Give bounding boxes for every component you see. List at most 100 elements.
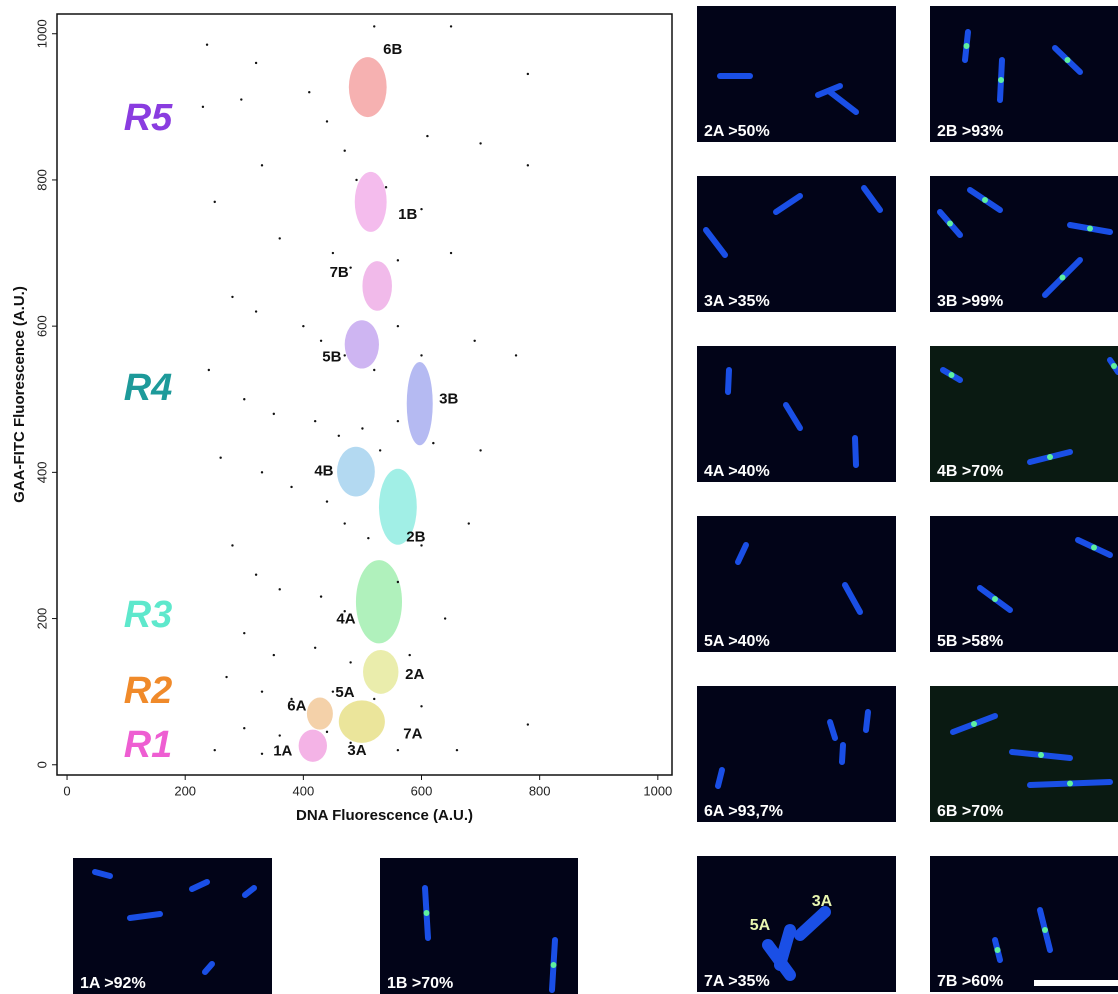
panel-annotation: 5A [750, 917, 771, 934]
gate-label: 2A [405, 666, 424, 683]
chromosome [127, 911, 163, 921]
point [479, 142, 482, 145]
panel-caption: 1A >92% [80, 975, 146, 992]
region-label: R5 [124, 97, 173, 139]
point [455, 748, 459, 752]
point [225, 675, 228, 679]
fitc-signal [947, 220, 953, 227]
fitc-signal [992, 596, 998, 602]
panel-annotation: 3A [812, 893, 833, 910]
micrograph [697, 686, 896, 822]
gate [348, 57, 387, 118]
point [272, 653, 276, 657]
chromosome [735, 542, 749, 565]
chromosome [783, 402, 803, 431]
micrograph [930, 516, 1118, 652]
panel-caption: 6A >93,7% [704, 803, 783, 820]
fitc-signal [1067, 780, 1073, 787]
gate-label: 3B [439, 391, 458, 408]
point [278, 588, 281, 591]
point [254, 61, 258, 65]
point [526, 723, 530, 726]
point [219, 456, 222, 459]
point [240, 98, 243, 101]
chromosome [839, 742, 846, 765]
point [205, 43, 209, 46]
point [331, 690, 335, 693]
y-tick-label: 800 [34, 169, 49, 191]
micrograph [930, 6, 1118, 142]
gate-label: 3A [347, 742, 366, 759]
chromosome [703, 227, 728, 258]
x-tick-label: 600 [411, 783, 433, 798]
gate [406, 361, 433, 446]
gate-label: 1B [398, 206, 417, 223]
gate [355, 560, 403, 644]
point [313, 419, 317, 423]
panel-caption: 5B >58% [937, 633, 1003, 650]
point [254, 310, 258, 313]
fitc-signal [1042, 927, 1048, 933]
point [337, 434, 341, 438]
point [373, 368, 376, 372]
point [343, 354, 346, 357]
point [325, 730, 329, 734]
gate-label: 4B [314, 463, 333, 480]
fitc-signal [1059, 274, 1066, 281]
chromosome [794, 906, 831, 941]
gate [344, 320, 379, 369]
fitc-signal [963, 43, 970, 49]
chromosome [773, 193, 803, 215]
gate [363, 649, 399, 694]
chromosome [242, 885, 257, 898]
point [302, 324, 305, 328]
point [526, 72, 530, 76]
point [243, 631, 246, 635]
point [426, 134, 429, 138]
chromosome [92, 869, 113, 879]
point [514, 354, 518, 357]
x-tick-label: 200 [174, 783, 196, 798]
point [254, 573, 258, 576]
panel-caption: 7A >35% [704, 973, 770, 990]
point [260, 690, 264, 693]
point [331, 251, 335, 255]
point [343, 522, 346, 525]
fitc-signal [971, 721, 977, 727]
point [367, 536, 370, 540]
micrograph [697, 856, 896, 992]
x-tick-label: 1000 [643, 783, 672, 798]
micrograph [930, 856, 1118, 992]
chromosome [725, 367, 732, 395]
chromosome [827, 719, 838, 741]
point [231, 544, 234, 547]
point [243, 727, 246, 730]
fitc-signal [982, 197, 988, 203]
chromosome [762, 939, 796, 981]
gate-label: 7B [330, 264, 349, 281]
fitc-signal [998, 77, 1004, 83]
plot-frame [56, 13, 673, 776]
panel-caption: 4A >40% [704, 463, 770, 480]
point [349, 266, 352, 269]
point [396, 419, 400, 423]
point [432, 441, 435, 445]
point [325, 120, 329, 123]
region-label: R1 [124, 724, 173, 766]
chromosome [861, 185, 883, 213]
point [260, 752, 264, 756]
panel-caption: 6B >70% [937, 803, 1003, 820]
point [308, 91, 311, 94]
point [260, 164, 264, 167]
fitc-signal [1087, 225, 1093, 232]
gate-label: 2B [406, 529, 425, 546]
micrograph [697, 516, 896, 652]
point [278, 734, 281, 737]
gate-label: 5B [322, 348, 341, 365]
chromosome [842, 582, 863, 615]
fitc-signal [1038, 752, 1044, 758]
y-tick-label: 1000 [34, 19, 49, 48]
chromosome [202, 961, 215, 975]
micrograph [697, 346, 896, 482]
